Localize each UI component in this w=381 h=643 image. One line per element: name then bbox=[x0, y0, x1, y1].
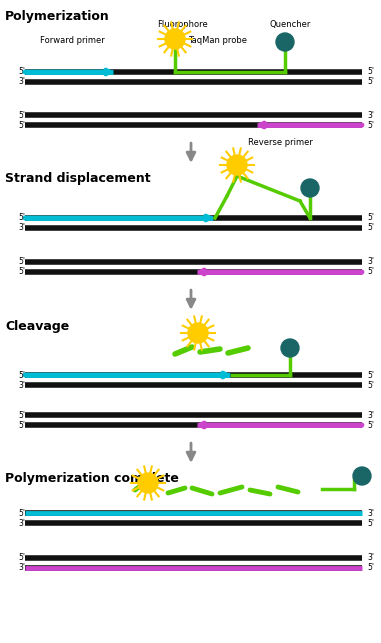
Circle shape bbox=[188, 323, 208, 343]
Text: 3': 3' bbox=[367, 111, 374, 120]
Text: 5': 5' bbox=[367, 518, 374, 527]
Text: 5': 5' bbox=[18, 370, 25, 379]
Text: 3': 3' bbox=[367, 410, 374, 419]
Text: 5': 5' bbox=[367, 224, 374, 233]
Text: 3': 3' bbox=[367, 554, 374, 563]
Text: 5': 5' bbox=[367, 213, 374, 222]
Text: 5': 5' bbox=[367, 267, 374, 276]
Circle shape bbox=[301, 179, 319, 197]
Text: 5': 5' bbox=[18, 421, 25, 430]
Text: 5': 5' bbox=[18, 213, 25, 222]
Text: 3': 3' bbox=[18, 563, 25, 572]
Text: Forward primer: Forward primer bbox=[40, 36, 105, 45]
Text: Strand displacement: Strand displacement bbox=[5, 172, 150, 185]
Circle shape bbox=[165, 29, 185, 49]
Text: Polymerization complete: Polymerization complete bbox=[5, 472, 179, 485]
Circle shape bbox=[276, 33, 294, 51]
Text: 3': 3' bbox=[367, 509, 374, 518]
Circle shape bbox=[353, 467, 371, 485]
Text: 5': 5' bbox=[18, 120, 25, 129]
Circle shape bbox=[227, 155, 247, 175]
Text: 5': 5' bbox=[367, 68, 374, 77]
Text: 5': 5' bbox=[18, 509, 25, 518]
Text: 5': 5' bbox=[367, 421, 374, 430]
Text: 5': 5' bbox=[367, 370, 374, 379]
Text: TaqMan probe: TaqMan probe bbox=[189, 36, 248, 45]
Text: 3': 3' bbox=[18, 518, 25, 527]
Text: Reverse primer: Reverse primer bbox=[248, 138, 312, 147]
Text: 5': 5' bbox=[367, 381, 374, 390]
Text: Fluorophore: Fluorophore bbox=[157, 20, 207, 29]
Circle shape bbox=[138, 473, 158, 493]
Text: Polymerization: Polymerization bbox=[5, 10, 110, 23]
Text: 5': 5' bbox=[18, 554, 25, 563]
Text: 5': 5' bbox=[18, 257, 25, 266]
Text: Cleavage: Cleavage bbox=[5, 320, 69, 333]
Text: 3': 3' bbox=[18, 224, 25, 233]
Text: 5': 5' bbox=[367, 78, 374, 87]
Text: 5': 5' bbox=[18, 267, 25, 276]
Text: 5': 5' bbox=[18, 111, 25, 120]
Text: 3': 3' bbox=[18, 78, 25, 87]
Circle shape bbox=[281, 339, 299, 357]
Text: 5': 5' bbox=[367, 120, 374, 129]
Text: 5': 5' bbox=[18, 68, 25, 77]
Text: 3': 3' bbox=[367, 257, 374, 266]
Text: 5': 5' bbox=[18, 410, 25, 419]
Text: 5': 5' bbox=[367, 563, 374, 572]
Text: 3': 3' bbox=[18, 381, 25, 390]
Text: Quencher: Quencher bbox=[269, 20, 311, 29]
